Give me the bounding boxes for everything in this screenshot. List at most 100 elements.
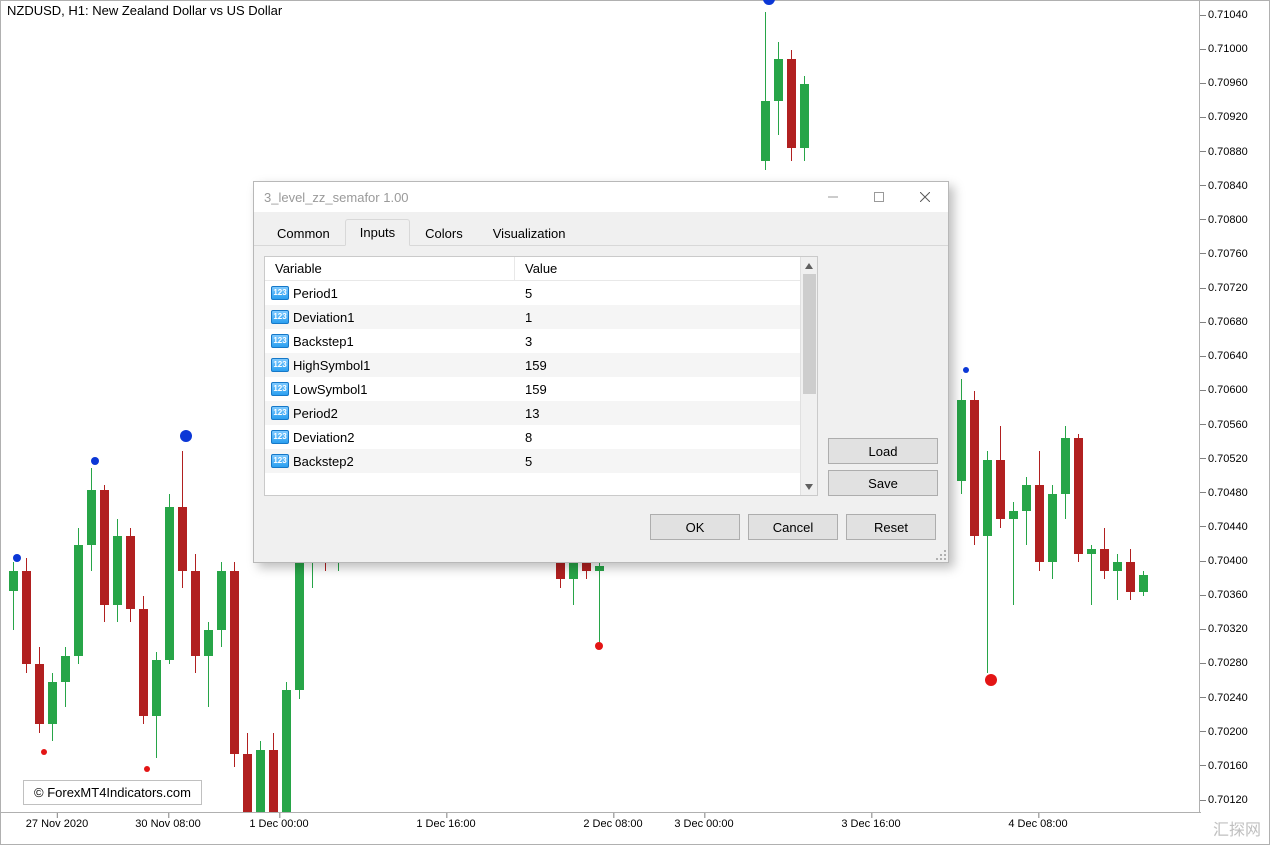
semafor-marker[interactable]: [41, 749, 47, 755]
variable-name: Backstep2: [293, 454, 354, 469]
semafor-marker[interactable]: [595, 642, 603, 650]
y-tick: 0.70720: [1200, 282, 1269, 294]
variable-value[interactable]: 5: [515, 286, 817, 301]
table-rows: 123Period15123Deviation11123Backstep1312…: [265, 281, 817, 473]
cancel-button[interactable]: Cancel: [748, 514, 838, 540]
side-buttons: Load Save: [828, 256, 938, 496]
y-tick: 0.70440: [1200, 521, 1269, 533]
table-header: Variable Value: [265, 257, 817, 281]
variable-value[interactable]: 3: [515, 334, 817, 349]
semafor-marker[interactable]: [144, 766, 150, 772]
y-tick: 0.70480: [1200, 487, 1269, 499]
input-row[interactable]: 123 LowSymbol1 159: [265, 377, 817, 401]
variable-value[interactable]: 13: [515, 406, 817, 421]
variable-name: Period1: [293, 286, 338, 301]
x-tick: 2 Dec 08:00: [583, 813, 642, 830]
variable-value[interactable]: 159: [515, 382, 817, 397]
tab-colors[interactable]: Colors: [410, 220, 478, 246]
tab-strip: CommonInputsColorsVisualization: [254, 212, 948, 246]
y-tick: 0.70280: [1200, 657, 1269, 669]
resize-grip[interactable]: [933, 547, 947, 561]
scroll-thumb[interactable]: [803, 274, 816, 394]
scroll-up-icon[interactable]: [801, 257, 817, 274]
y-tick: 0.70880: [1200, 146, 1269, 158]
variable-value[interactable]: 159: [515, 358, 817, 373]
y-tick: 0.70920: [1200, 111, 1269, 123]
close-button[interactable]: [902, 182, 948, 212]
inputs-table: Variable Value 123Period15123Deviation11…: [264, 256, 818, 496]
semafor-marker[interactable]: [180, 430, 192, 442]
semafor-marker[interactable]: [963, 367, 969, 373]
y-tick: 0.70960: [1200, 77, 1269, 89]
dialog-title: 3_level_zz_semafor 1.00: [264, 190, 409, 205]
semafor-marker[interactable]: [13, 554, 21, 562]
tab-common[interactable]: Common: [262, 220, 345, 246]
dialog-titlebar[interactable]: 3_level_zz_semafor 1.00: [254, 182, 948, 212]
ok-button[interactable]: OK: [650, 514, 740, 540]
minimize-button[interactable]: [810, 182, 856, 212]
integer-icon: 123: [271, 406, 289, 420]
maximize-icon: [874, 192, 884, 202]
y-tick: 0.70160: [1200, 760, 1269, 772]
variable-name: Deviation1: [293, 310, 354, 325]
y-tick: 0.71040: [1200, 9, 1269, 21]
time-axis: 27 Nov 202030 Nov 08:001 Dec 00:001 Dec …: [1, 812, 1201, 844]
x-tick: 30 Nov 08:00: [135, 813, 200, 830]
input-row[interactable]: 123 Deviation2 8: [265, 425, 817, 449]
input-row[interactable]: 123 Period1 5: [265, 281, 817, 305]
tab-visualization[interactable]: Visualization: [478, 220, 581, 246]
y-tick: 0.70360: [1200, 589, 1269, 601]
y-tick: 0.70200: [1200, 726, 1269, 738]
column-variable[interactable]: Variable: [265, 257, 515, 280]
input-row[interactable]: 123 Period2 13: [265, 401, 817, 425]
x-tick: 3 Dec 00:00: [674, 813, 733, 830]
scrollbar-vertical[interactable]: [800, 257, 817, 495]
y-tick: 0.70640: [1200, 350, 1269, 362]
variable-value[interactable]: 5: [515, 454, 817, 469]
semafor-marker[interactable]: [763, 0, 775, 5]
semafor-marker[interactable]: [985, 674, 997, 686]
y-tick: 0.71000: [1200, 43, 1269, 55]
y-tick: 0.70240: [1200, 692, 1269, 704]
scroll-down-icon[interactable]: [801, 478, 817, 495]
x-tick: 1 Dec 16:00: [416, 813, 475, 830]
dialog-body: Variable Value 123Period15123Deviation11…: [254, 246, 948, 506]
integer-icon: 123: [271, 454, 289, 468]
indicator-settings-dialog: 3_level_zz_semafor 1.00 CommonInputsColo…: [253, 181, 949, 563]
chart-window: NZDUSD, H1: New Zealand Dollar vs US Dol…: [0, 0, 1270, 845]
variable-name: LowSymbol1: [293, 382, 367, 397]
input-row[interactable]: 123 Deviation1 1: [265, 305, 817, 329]
y-tick: 0.70840: [1200, 180, 1269, 192]
integer-icon: 123: [271, 334, 289, 348]
integer-icon: 123: [271, 430, 289, 444]
chart-title: NZDUSD, H1: New Zealand Dollar vs US Dol…: [7, 3, 282, 18]
y-tick: 0.70400: [1200, 555, 1269, 567]
variable-value[interactable]: 8: [515, 430, 817, 445]
tab-inputs[interactable]: Inputs: [345, 219, 410, 246]
watermark-label: 汇探网: [1213, 816, 1261, 840]
input-row[interactable]: 123 HighSymbol1 159: [265, 353, 817, 377]
variable-name: Deviation2: [293, 430, 354, 445]
reset-button[interactable]: Reset: [846, 514, 936, 540]
x-tick: 27 Nov 2020: [26, 813, 88, 830]
integer-icon: 123: [271, 382, 289, 396]
footer-buttons: OK Cancel Reset: [254, 506, 948, 552]
integer-icon: 123: [271, 358, 289, 372]
y-tick: 0.70560: [1200, 419, 1269, 431]
close-icon: [920, 192, 930, 202]
save-button[interactable]: Save: [828, 470, 938, 496]
load-button[interactable]: Load: [828, 438, 938, 464]
variable-name: Period2: [293, 406, 338, 421]
y-tick: 0.70600: [1200, 384, 1269, 396]
variable-name: HighSymbol1: [293, 358, 370, 373]
y-tick: 0.70320: [1200, 623, 1269, 635]
column-value[interactable]: Value: [515, 257, 817, 280]
y-tick: 0.70760: [1200, 248, 1269, 260]
semafor-marker[interactable]: [91, 457, 99, 465]
maximize-button[interactable]: [856, 182, 902, 212]
integer-icon: 123: [271, 310, 289, 324]
integer-icon: 123: [271, 286, 289, 300]
input-row[interactable]: 123 Backstep2 5: [265, 449, 817, 473]
input-row[interactable]: 123Backstep13: [265, 329, 817, 353]
variable-value[interactable]: 1: [515, 310, 817, 325]
